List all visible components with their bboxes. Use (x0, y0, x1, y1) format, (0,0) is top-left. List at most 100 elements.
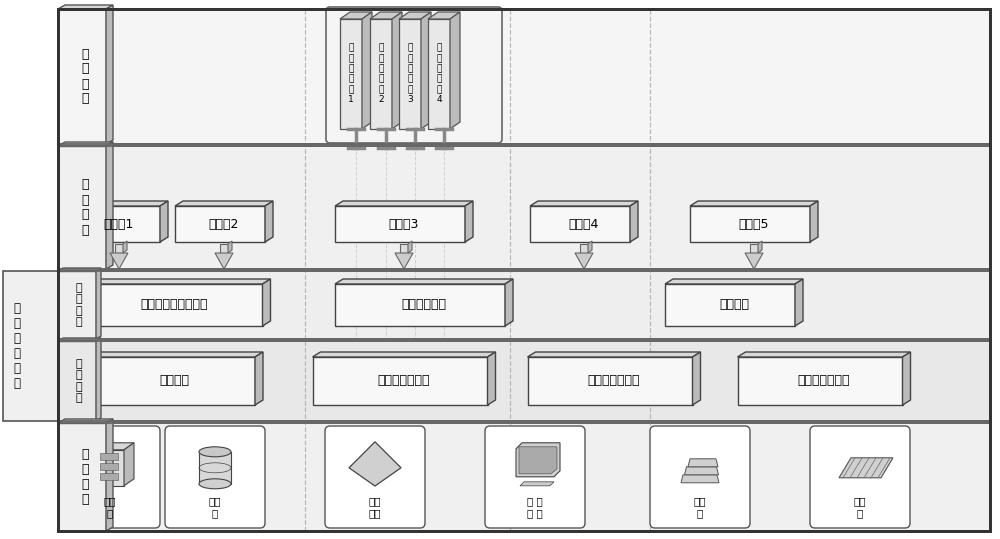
Polygon shape (450, 12, 460, 129)
Polygon shape (795, 279, 803, 326)
Text: 插件组1: 插件组1 (104, 218, 134, 231)
Polygon shape (96, 268, 101, 339)
Polygon shape (335, 206, 465, 242)
Polygon shape (58, 146, 990, 269)
Text: 通
用
插
件: 通 用 插 件 (81, 178, 89, 237)
Polygon shape (58, 142, 113, 146)
Polygon shape (684, 467, 718, 475)
Polygon shape (758, 241, 762, 253)
Text: 平台图形插件包: 平台图形插件包 (588, 375, 640, 388)
Polygon shape (465, 201, 473, 242)
Polygon shape (70, 206, 160, 242)
Text: 支
撑
环
境: 支 撑 环 境 (81, 448, 89, 506)
Polygon shape (335, 201, 473, 206)
Polygon shape (665, 279, 803, 284)
Polygon shape (692, 352, 700, 405)
Polygon shape (750, 244, 758, 253)
Text: 插件组5: 插件组5 (739, 218, 769, 231)
Polygon shape (106, 5, 113, 144)
Text: 安全控制插件包: 安全控制插件包 (798, 375, 850, 388)
Polygon shape (115, 244, 123, 253)
Polygon shape (340, 19, 362, 129)
Text: 专
用
插
件
组
3: 专 用 插 件 组 3 (407, 44, 413, 105)
Polygon shape (335, 279, 513, 284)
Polygon shape (58, 423, 106, 531)
Polygon shape (528, 352, 700, 357)
Text: 应用集成管理: 应用集成管理 (402, 299, 446, 312)
Polygon shape (516, 443, 560, 477)
Polygon shape (400, 244, 408, 253)
FancyBboxPatch shape (810, 426, 910, 528)
Polygon shape (681, 475, 719, 483)
Polygon shape (78, 279, 270, 284)
Polygon shape (312, 357, 488, 405)
Polygon shape (745, 253, 763, 269)
FancyBboxPatch shape (326, 7, 502, 143)
Text: 插件组3: 插件组3 (389, 218, 419, 231)
Polygon shape (392, 12, 402, 129)
Polygon shape (335, 284, 505, 326)
Polygon shape (902, 352, 910, 405)
Text: 平台内核: 平台内核 (159, 375, 189, 388)
Polygon shape (630, 201, 638, 242)
Polygon shape (106, 142, 113, 269)
Polygon shape (100, 463, 118, 470)
Polygon shape (408, 241, 412, 253)
Polygon shape (175, 206, 265, 242)
Polygon shape (70, 201, 168, 206)
Polygon shape (255, 352, 263, 405)
Polygon shape (100, 453, 118, 460)
Polygon shape (530, 206, 630, 242)
Polygon shape (312, 352, 496, 357)
Polygon shape (58, 271, 96, 339)
Polygon shape (370, 19, 392, 129)
Polygon shape (85, 357, 255, 405)
Polygon shape (58, 341, 990, 421)
Polygon shape (528, 357, 692, 405)
Polygon shape (160, 201, 168, 242)
Text: 专
用
插
件
组
1: 专 用 插 件 组 1 (348, 44, 354, 105)
Polygon shape (399, 19, 421, 129)
Polygon shape (58, 146, 106, 269)
FancyBboxPatch shape (60, 426, 160, 528)
Polygon shape (58, 338, 101, 341)
Polygon shape (399, 12, 431, 19)
Ellipse shape (199, 447, 231, 457)
Text: 基
础
平
台: 基 础 平 台 (76, 358, 82, 403)
Text: 平台核心插件包: 平台核心插件包 (378, 375, 430, 388)
Polygon shape (395, 253, 413, 269)
Polygon shape (58, 419, 113, 423)
Text: 集
成
框
架: 集 成 框 架 (76, 282, 82, 327)
Polygon shape (58, 268, 101, 271)
Text: 插件组4: 插件组4 (569, 218, 599, 231)
Polygon shape (362, 12, 372, 129)
Ellipse shape (199, 479, 231, 489)
Polygon shape (58, 271, 990, 339)
Polygon shape (810, 201, 818, 242)
Polygon shape (530, 201, 638, 206)
Polygon shape (58, 5, 113, 9)
Polygon shape (123, 241, 127, 253)
Text: 任
务
管
控
平
台: 任 务 管 控 平 台 (14, 302, 20, 390)
Polygon shape (58, 9, 106, 144)
Polygon shape (220, 244, 228, 253)
Polygon shape (262, 279, 270, 326)
Polygon shape (349, 442, 401, 486)
Polygon shape (175, 201, 273, 206)
Polygon shape (690, 201, 818, 206)
Polygon shape (265, 201, 273, 242)
Polygon shape (215, 253, 233, 269)
Polygon shape (370, 12, 402, 19)
Text: 存设
储备: 存设 储备 (369, 496, 381, 518)
Text: 数据
库: 数据 库 (209, 496, 221, 518)
Text: 插件组2: 插件组2 (209, 218, 239, 231)
Polygon shape (228, 241, 232, 253)
Polygon shape (519, 447, 557, 474)
Polygon shape (738, 357, 902, 405)
Text: 操 终
作 端: 操 终 作 端 (527, 496, 543, 518)
Text: 交换
机: 交换 机 (854, 496, 866, 518)
Polygon shape (580, 244, 588, 253)
Polygon shape (106, 419, 113, 531)
Polygon shape (85, 352, 263, 357)
FancyBboxPatch shape (650, 426, 750, 528)
